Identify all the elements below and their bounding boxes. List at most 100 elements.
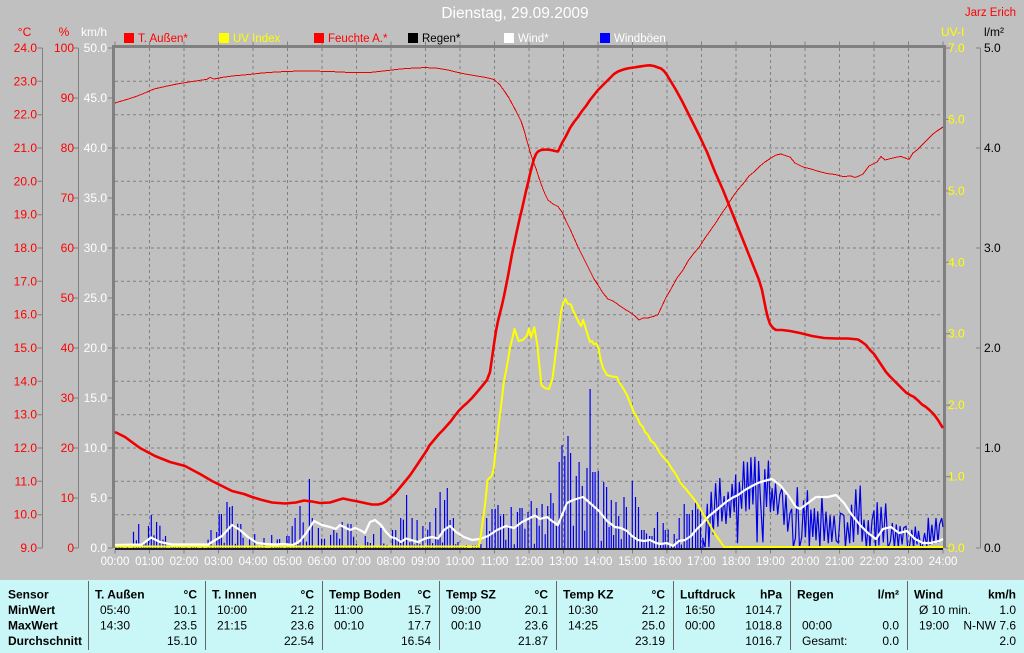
svg-text:°C: °C [652,588,666,602]
svg-text:00:00: 00:00 [101,556,130,568]
svg-text:50.0: 50.0 [84,41,108,55]
svg-text:00:00: 00:00 [802,618,832,632]
svg-text:18.0: 18.0 [14,241,38,255]
svg-text:14:00: 14:00 [584,556,613,568]
svg-text:0.0: 0.0 [882,634,899,648]
svg-text:16:50: 16:50 [685,603,715,617]
svg-text:60: 60 [61,241,75,255]
svg-text:20: 20 [61,441,75,455]
svg-text:16:00: 16:00 [653,556,682,568]
svg-text:10: 10 [61,491,75,505]
svg-text:08:00: 08:00 [377,556,406,568]
svg-text:100: 100 [54,41,74,55]
svg-text:21.87: 21.87 [518,634,548,648]
svg-text:15:00: 15:00 [618,556,647,568]
svg-text:10.1: 10.1 [174,603,198,617]
svg-text:l/m²: l/m² [984,25,1004,39]
svg-text:Wind: Wind [914,588,943,602]
svg-text:23:00: 23:00 [894,556,923,568]
svg-text:25.0: 25.0 [84,291,108,305]
svg-text:0.0: 0.0 [984,541,1001,555]
svg-text:l/m²: l/m² [878,588,899,602]
svg-text:MaxWert: MaxWert [8,618,58,632]
svg-text:10:30: 10:30 [568,603,598,617]
svg-text:0.0: 0.0 [90,541,107,555]
svg-text:6.0: 6.0 [948,112,965,126]
svg-text:N-NW 7.6: N-NW 7.6 [963,618,1016,632]
svg-text:06:00: 06:00 [308,556,337,568]
svg-text:1016.7: 1016.7 [745,634,782,648]
svg-text:07:00: 07:00 [342,556,371,568]
svg-text:09:00: 09:00 [411,556,440,568]
svg-text:Gesamt:: Gesamt: [802,634,847,648]
svg-text:9.0: 9.0 [20,541,37,555]
svg-text:16.54: 16.54 [401,634,431,648]
svg-text:Temp Boden: Temp Boden [329,588,401,602]
svg-text:Temp KZ: Temp KZ [563,588,613,602]
svg-text:Temp SZ: Temp SZ [446,588,496,602]
svg-text:00:10: 00:10 [334,618,364,632]
svg-text:80: 80 [61,141,75,155]
svg-text:0.0: 0.0 [882,618,899,632]
svg-text:Windböen: Windböen [614,33,666,45]
svg-text:4.0: 4.0 [984,141,1001,155]
svg-text:24:00: 24:00 [929,556,958,568]
svg-text:T. Innen: T. Innen [212,588,257,602]
svg-text:5.0: 5.0 [948,184,965,198]
svg-text:°C: °C [535,588,549,602]
svg-text:Dienstag, 29.09.2009: Dienstag, 29.09.2009 [441,5,588,22]
svg-text:1.0: 1.0 [984,441,1001,455]
svg-text:19.0: 19.0 [14,208,38,222]
svg-text:1018.8: 1018.8 [745,618,782,632]
svg-text:17.7: 17.7 [408,618,432,632]
svg-text:40: 40 [61,341,75,355]
svg-text:10:00: 10:00 [446,556,475,568]
svg-text:14:30: 14:30 [100,618,130,632]
svg-text:21.2: 21.2 [642,603,666,617]
svg-text:00:00: 00:00 [685,618,715,632]
svg-text:01:00: 01:00 [135,556,164,568]
svg-text:Luftdruck: Luftdruck [680,588,736,602]
svg-text:1.0: 1.0 [948,470,965,484]
svg-text:15.7: 15.7 [408,603,432,617]
svg-text:12.0: 12.0 [14,441,38,455]
svg-text:17:00: 17:00 [687,556,716,568]
svg-text:21.2: 21.2 [291,603,315,617]
svg-text:22.0: 22.0 [14,108,38,122]
svg-text:22:00: 22:00 [860,556,889,568]
svg-text:Sensor: Sensor [8,588,49,602]
svg-text:30.0: 30.0 [84,241,108,255]
svg-text:T. Außen*: T. Außen* [138,33,188,45]
svg-text:21:15: 21:15 [217,618,247,632]
svg-text:05:40: 05:40 [100,603,130,617]
svg-text:14:25: 14:25 [568,618,598,632]
svg-text:°C: °C [184,588,198,602]
svg-text:23.0: 23.0 [14,74,38,88]
svg-text:22.54: 22.54 [284,634,314,648]
svg-text:17.0: 17.0 [14,274,38,288]
svg-text:21.0: 21.0 [14,141,38,155]
svg-text:12:00: 12:00 [515,556,544,568]
svg-text:Wind*: Wind* [518,33,549,45]
svg-text:09:00: 09:00 [451,603,481,617]
svg-text:4.0: 4.0 [948,255,965,269]
svg-text:2.0: 2.0 [999,634,1016,648]
svg-text:3.0: 3.0 [984,241,1001,255]
svg-text:23.5: 23.5 [174,618,198,632]
svg-text:19:00: 19:00 [919,618,949,632]
svg-text:40.0: 40.0 [84,141,108,155]
svg-text:°C: °C [18,25,32,39]
svg-text:16.0: 16.0 [14,308,38,322]
svg-text:20.0: 20.0 [84,341,108,355]
svg-text:04:00: 04:00 [239,556,268,568]
svg-text:90: 90 [61,91,75,105]
svg-text:20.1: 20.1 [525,603,549,617]
svg-text:Regen: Regen [797,588,834,602]
svg-text:7.0: 7.0 [948,41,965,55]
svg-text:13.0: 13.0 [14,408,38,422]
svg-text:1.0: 1.0 [999,603,1016,617]
svg-text:10.0: 10.0 [84,441,108,455]
svg-text:23.6: 23.6 [291,618,315,632]
svg-text:%: % [59,25,70,39]
svg-text:2.0: 2.0 [984,341,1001,355]
